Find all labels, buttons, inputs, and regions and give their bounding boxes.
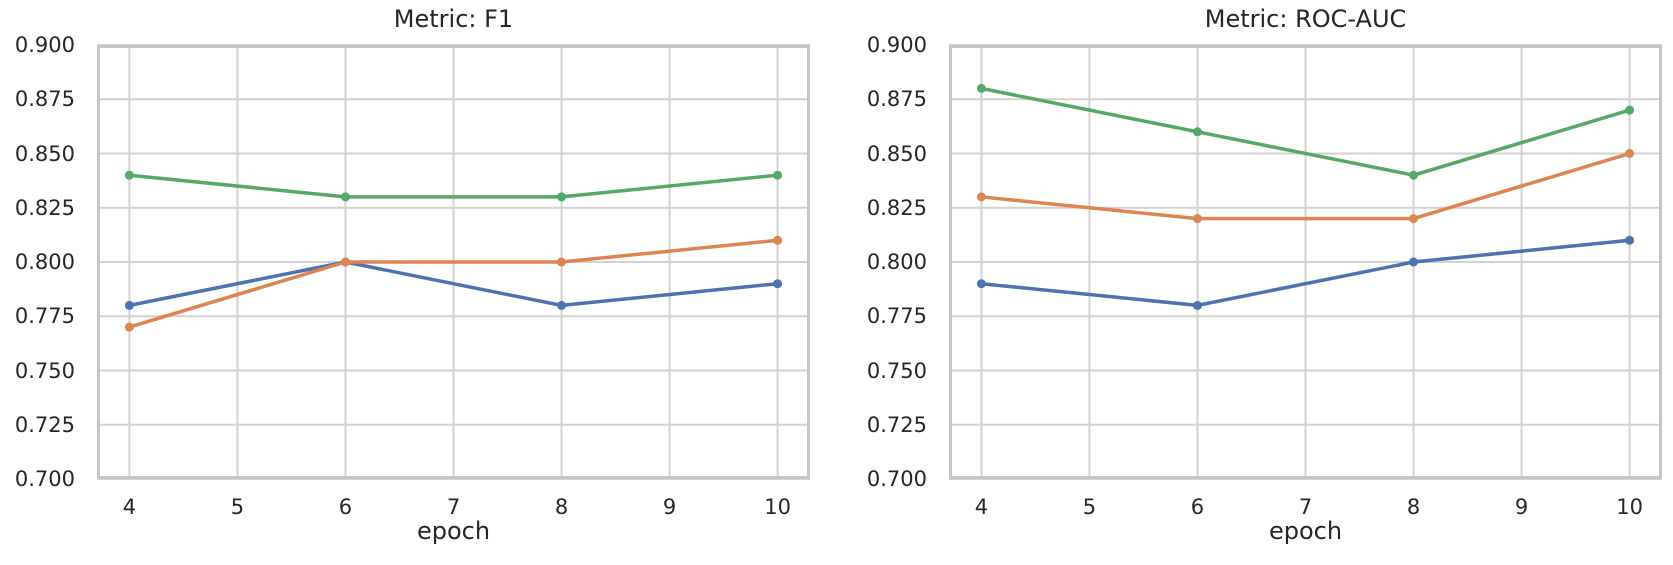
series-orange-marker [340, 257, 350, 267]
series-orange-line [979, 151, 1632, 221]
series-green-marker [557, 192, 567, 202]
series-green-line [979, 86, 1632, 177]
y-tick-label: 0.825 [14, 195, 75, 220]
x-tick-label: 8 [554, 495, 569, 519]
series-green-marker [976, 83, 986, 93]
series-green-marker [1192, 127, 1202, 137]
y-tick-label: 0.800 [866, 250, 927, 274]
series-orange-marker [1192, 214, 1202, 224]
series-blue-line [979, 238, 1632, 308]
series-blue-marker [557, 300, 567, 310]
x-tick-label: 5 [1082, 495, 1097, 519]
series-blue-marker [1625, 235, 1635, 245]
series-orange-marker [976, 192, 986, 202]
x-tick-label: 6 [338, 495, 353, 519]
series-orange-marker [773, 235, 783, 245]
x-tick-label: 9 [1514, 495, 1529, 519]
series-green-marker [773, 170, 783, 180]
series-blue-line [127, 260, 780, 308]
y-tick-label: 0.900 [866, 33, 927, 57]
x-tick-label: 6 [1190, 495, 1205, 519]
y-tick-label: 0.725 [14, 412, 75, 437]
y-tick-label: 0.775 [866, 304, 927, 329]
x-tick-label: 10 [764, 495, 791, 519]
series-blue-marker [773, 279, 783, 289]
y-tick-label: 0.775 [14, 304, 75, 329]
x-tick-label: 5 [230, 495, 245, 519]
y-tick-label: 0.900 [14, 33, 75, 57]
y-tick-label: 0.700 [866, 467, 927, 491]
y-tick-label: 0.875 [14, 87, 75, 112]
x-tick-label: 8 [1406, 495, 1421, 519]
chart-title-roc-auc: Metric: ROC-AUC [1204, 5, 1407, 33]
plot-area-f1 [97, 44, 810, 480]
x-tick-label: 4 [974, 495, 989, 519]
y-tick-label: 0.800 [14, 250, 75, 274]
series-blue-marker [1192, 300, 1202, 310]
series-blue-marker [976, 279, 986, 289]
series-orange-marker [124, 322, 134, 332]
series-green-line [127, 173, 780, 199]
y-tick-label: 0.725 [866, 412, 927, 437]
series-orange-marker [557, 257, 567, 267]
series-green-marker [124, 170, 134, 180]
x-tick-label: 4 [122, 495, 137, 519]
series-blue-marker [124, 300, 134, 310]
y-tick-label: 0.825 [866, 195, 927, 220]
series-orange-marker [1625, 149, 1635, 158]
series-green-marker [1409, 170, 1419, 180]
y-tick-label: 0.850 [14, 141, 75, 166]
x-tick-label: 7 [1298, 495, 1313, 519]
series-green-marker [340, 192, 350, 202]
series-blue-marker [1409, 257, 1419, 267]
x-axis-label-f1: epoch [416, 517, 491, 545]
x-tick-label: 7 [446, 495, 461, 519]
chart-title-f1: Metric: F1 [393, 5, 514, 33]
plot-frame [949, 45, 1662, 479]
x-tick-label: 10 [1616, 495, 1643, 519]
y-tick-label: 0.750 [14, 358, 75, 383]
y-tick-label: 0.700 [14, 467, 75, 491]
plot-area-roc-auc [949, 44, 1662, 480]
x-axis-label-roc-auc: epoch [1268, 517, 1343, 545]
series-orange-line [127, 238, 780, 329]
series-green-marker [1625, 105, 1635, 115]
y-tick-label: 0.750 [866, 358, 927, 383]
plot-frame [97, 45, 810, 479]
y-tick-label: 0.875 [866, 87, 927, 112]
x-tick-label: 9 [662, 495, 677, 519]
series-orange-marker [1409, 214, 1419, 224]
y-tick-label: 0.850 [866, 141, 927, 166]
